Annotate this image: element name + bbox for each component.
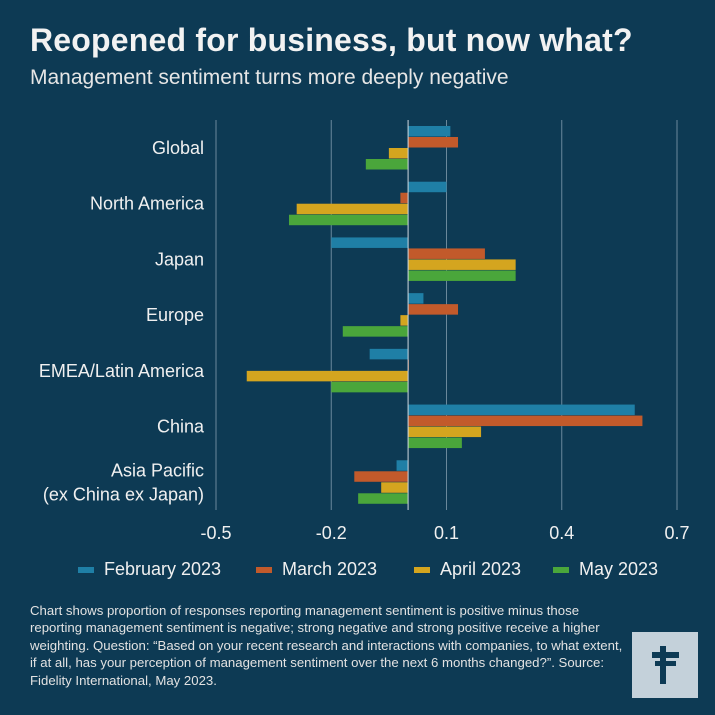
bar [365,159,409,170]
bar [408,426,482,438]
x-tick-label: -0.5 [200,523,231,543]
legend-item: May 2023 [553,559,658,580]
category-label: (ex China ex Japan) [43,484,204,504]
category-label: China [157,417,205,437]
legend-label: April 2023 [440,559,522,579]
bar [288,214,409,226]
bar [296,203,409,215]
bar [408,270,516,281]
bar [331,381,409,393]
bar [408,248,485,259]
category-label: Europe [146,305,204,325]
bar [408,304,459,315]
bar [400,192,409,204]
x-tick-label: -0.2 [316,523,347,543]
bar [381,482,409,493]
bar [342,326,409,337]
bar [408,293,424,304]
chart-subtitle: Management sentiment turns more deeply n… [30,66,509,89]
bar [408,404,635,416]
bar [358,493,409,504]
bar [369,348,409,360]
bar [331,237,409,248]
bar [246,370,409,382]
chart-legend: February 2023 March 2023 April 2023 May 202… [0,559,715,585]
category-label: Asia Pacific [111,460,204,480]
legend-swatch [553,566,569,573]
legend-label: March 2023 [282,559,378,579]
bar [400,315,409,326]
legend-item: February 2023 [78,559,221,580]
legend-swatch [78,566,94,573]
bar [408,415,643,427]
category-label: Global [152,138,204,158]
bar [408,181,447,193]
bar [388,148,409,159]
chart-title: Reopened for business, but now what? [30,22,633,58]
legend-swatch [256,566,272,573]
category-label: North America [90,194,205,214]
bar [408,259,516,270]
bar [408,126,451,137]
x-tick-label: 0.7 [664,523,689,543]
legend-swatch [414,566,430,573]
legend-item: March 2023 [256,559,377,580]
bar [396,460,409,471]
bar [408,137,459,148]
bar-chart: -0.5 -0.2 0.1 0.4 0.7 Global North America Japa… [39,120,690,543]
category-label: Japan [155,249,204,269]
x-tick-label: 0.1 [434,523,459,543]
bar [408,437,462,449]
legend-label: May 2023 [579,559,659,579]
bar [354,471,409,482]
x-tick-label: 0.4 [549,523,574,543]
category-label: EMEA/Latin America [39,361,205,381]
legend-item: April 2023 [414,559,521,580]
fidelity-f-icon [632,632,698,698]
legend-label: February 2023 [104,559,222,579]
chart-footnote: Chart shows proportion of responses repo… [30,603,623,688]
